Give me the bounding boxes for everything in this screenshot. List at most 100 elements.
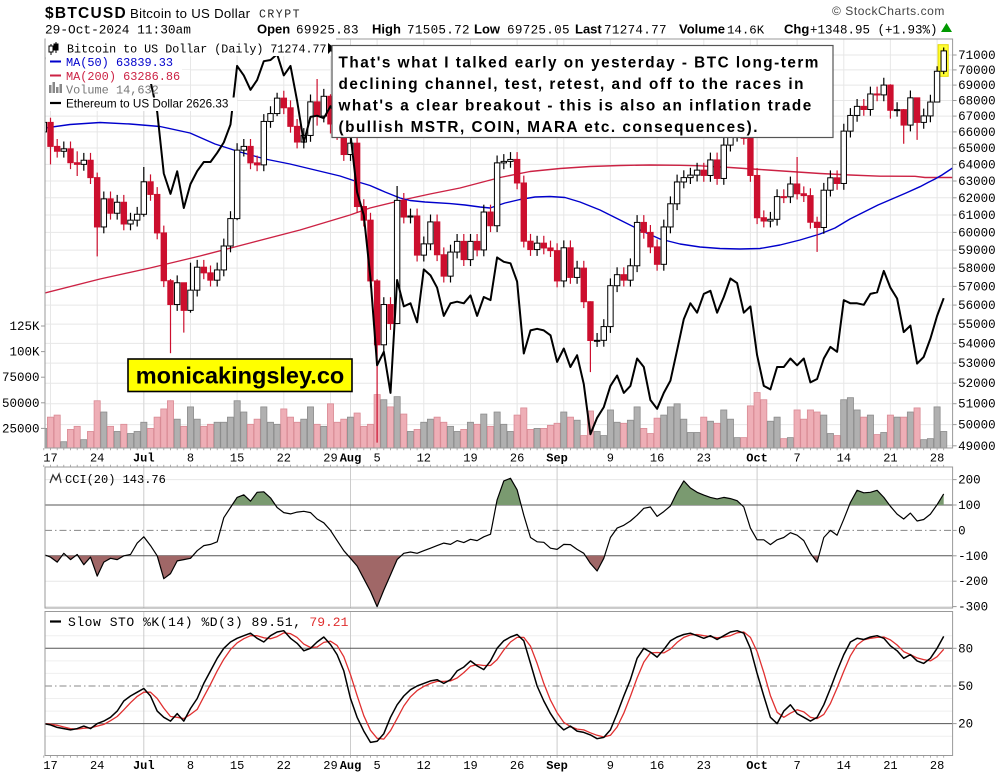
svg-text:14: 14 [837, 452, 851, 466]
svg-text:Bitcoin to US Dollar (Daily) 7: Bitcoin to US Dollar (Daily) 71274.77 [67, 43, 327, 57]
svg-text:9: 9 [607, 452, 614, 466]
svg-text:Jul: Jul [133, 759, 155, 773]
svg-text:50: 50 [958, 680, 973, 694]
svg-text:Sep: Sep [546, 452, 568, 466]
svg-text:(bullish MSTR, COIN, MARA etc.: (bullish MSTR, COIN, MARA etc. consequen… [339, 119, 760, 136]
svg-text:24: 24 [90, 759, 104, 773]
svg-text:23: 23 [697, 452, 711, 466]
svg-text:Low: Low [474, 22, 501, 37]
svg-text:$BTCUSD: $BTCUSD [45, 5, 127, 22]
svg-text:71000: 71000 [958, 49, 996, 63]
svg-text:29-Oct-2024 11:30am: 29-Oct-2024 11:30am [45, 23, 191, 38]
svg-text:22: 22 [277, 452, 291, 466]
svg-text:-100: -100 [958, 550, 988, 564]
svg-text:CCI(20) 143.76: CCI(20) 143.76 [65, 473, 166, 487]
svg-text:19: 19 [463, 452, 477, 466]
svg-text:Oct: Oct [746, 759, 768, 773]
svg-text:60000: 60000 [958, 226, 996, 240]
svg-text:26: 26 [510, 452, 524, 466]
svg-text:High: High [372, 22, 401, 37]
svg-text:+1348.95 (+1.93%): +1348.95 (+1.93%) [810, 24, 938, 38]
svg-text:0: 0 [958, 524, 966, 538]
svg-text:65000: 65000 [958, 142, 996, 156]
svg-text:71505.72: 71505.72 [407, 24, 470, 38]
svg-text:67000: 67000 [958, 110, 996, 124]
svg-text:21: 21 [883, 452, 897, 466]
svg-text:80: 80 [958, 642, 973, 656]
svg-text:68000: 68000 [958, 95, 996, 109]
svg-text:20: 20 [958, 718, 973, 732]
svg-text:23: 23 [697, 759, 711, 773]
svg-text:15: 15 [230, 452, 244, 466]
svg-text:15: 15 [230, 759, 244, 773]
svg-text:19: 19 [463, 759, 477, 773]
svg-text:Volume 14,632: Volume 14,632 [66, 84, 159, 98]
svg-text:declining channel, test, retes: declining channel, test, retest, and off… [339, 76, 806, 93]
svg-text:-200: -200 [958, 575, 988, 589]
svg-text:69725.05: 69725.05 [507, 24, 570, 38]
svg-text:Chg: Chg [784, 22, 809, 37]
svg-text:69925.83: 69925.83 [296, 24, 359, 38]
svg-text:62000: 62000 [958, 192, 996, 206]
svg-text:59000: 59000 [958, 244, 996, 258]
svg-text:14.6K: 14.6K [727, 24, 765, 38]
svg-text:70000: 70000 [958, 64, 996, 78]
svg-text:50000: 50000 [2, 397, 40, 411]
svg-text:25000: 25000 [2, 422, 40, 436]
svg-text:55000: 55000 [958, 318, 996, 332]
svg-text:monicakingsley.co: monicakingsley.co [136, 363, 345, 389]
svg-text:-300: -300 [958, 601, 988, 615]
svg-text:Last: Last [575, 22, 602, 37]
svg-text:100K: 100K [9, 346, 40, 360]
svg-text:MA(200) 63286.86: MA(200) 63286.86 [66, 70, 180, 84]
svg-text:200: 200 [958, 474, 981, 488]
svg-text:7: 7 [793, 452, 800, 466]
svg-text:52000: 52000 [958, 377, 996, 391]
svg-text:75000: 75000 [2, 371, 40, 385]
svg-text:Ethereum to US Dollar 2626.33: Ethereum to US Dollar 2626.33 [66, 98, 228, 111]
svg-text:Aug: Aug [340, 759, 362, 773]
svg-text:22: 22 [277, 759, 291, 773]
svg-text:8: 8 [187, 452, 194, 466]
svg-text:79.21: 79.21 [309, 615, 348, 630]
svg-text:5: 5 [373, 759, 380, 773]
svg-text:56000: 56000 [958, 299, 996, 313]
svg-text:Sep: Sep [546, 759, 568, 773]
svg-text:50000: 50000 [958, 419, 996, 433]
svg-text:That's what I talked early on: That's what I talked early on yesterday … [339, 55, 820, 72]
svg-text:CRYPT: CRYPT [259, 9, 301, 22]
svg-text:125K: 125K [9, 320, 40, 334]
svg-text:Open: Open [257, 22, 290, 37]
svg-text:66000: 66000 [958, 126, 996, 140]
svg-text:71274.77: 71274.77 [604, 24, 667, 38]
svg-text:49000: 49000 [958, 440, 996, 454]
svg-text:12: 12 [417, 452, 431, 466]
svg-text:28: 28 [930, 452, 944, 466]
svg-text:61000: 61000 [958, 209, 996, 223]
svg-text:57000: 57000 [958, 280, 996, 294]
svg-text:21: 21 [883, 759, 897, 773]
svg-text:Slow STO %K(14) %D(3) 89.51,: Slow STO %K(14) %D(3) 89.51, [68, 615, 302, 630]
svg-text:29: 29 [323, 759, 337, 773]
svg-text:26: 26 [510, 759, 524, 773]
svg-text:Aug: Aug [340, 452, 362, 466]
svg-text:8: 8 [187, 759, 194, 773]
svg-text:16: 16 [650, 759, 664, 773]
svg-text:58000: 58000 [958, 262, 996, 276]
svg-text:Oct: Oct [746, 452, 768, 466]
svg-text:100: 100 [958, 499, 981, 513]
svg-text:12: 12 [417, 759, 431, 773]
svg-text:Volume: Volume [679, 22, 725, 37]
svg-text:69000: 69000 [958, 79, 996, 93]
svg-text:53000: 53000 [958, 357, 996, 371]
svg-text:63000: 63000 [958, 175, 996, 189]
svg-text:24: 24 [90, 452, 104, 466]
svg-text:17: 17 [43, 452, 57, 466]
svg-text:29: 29 [323, 452, 337, 466]
svg-text:7: 7 [793, 759, 800, 773]
svg-text:17: 17 [43, 759, 57, 773]
svg-text:© StockCharts.com: © StockCharts.com [832, 4, 945, 18]
svg-text:Jul: Jul [133, 452, 155, 466]
svg-text:MA(50) 63839.33: MA(50) 63839.33 [66, 56, 173, 70]
svg-text:54000: 54000 [958, 337, 996, 351]
